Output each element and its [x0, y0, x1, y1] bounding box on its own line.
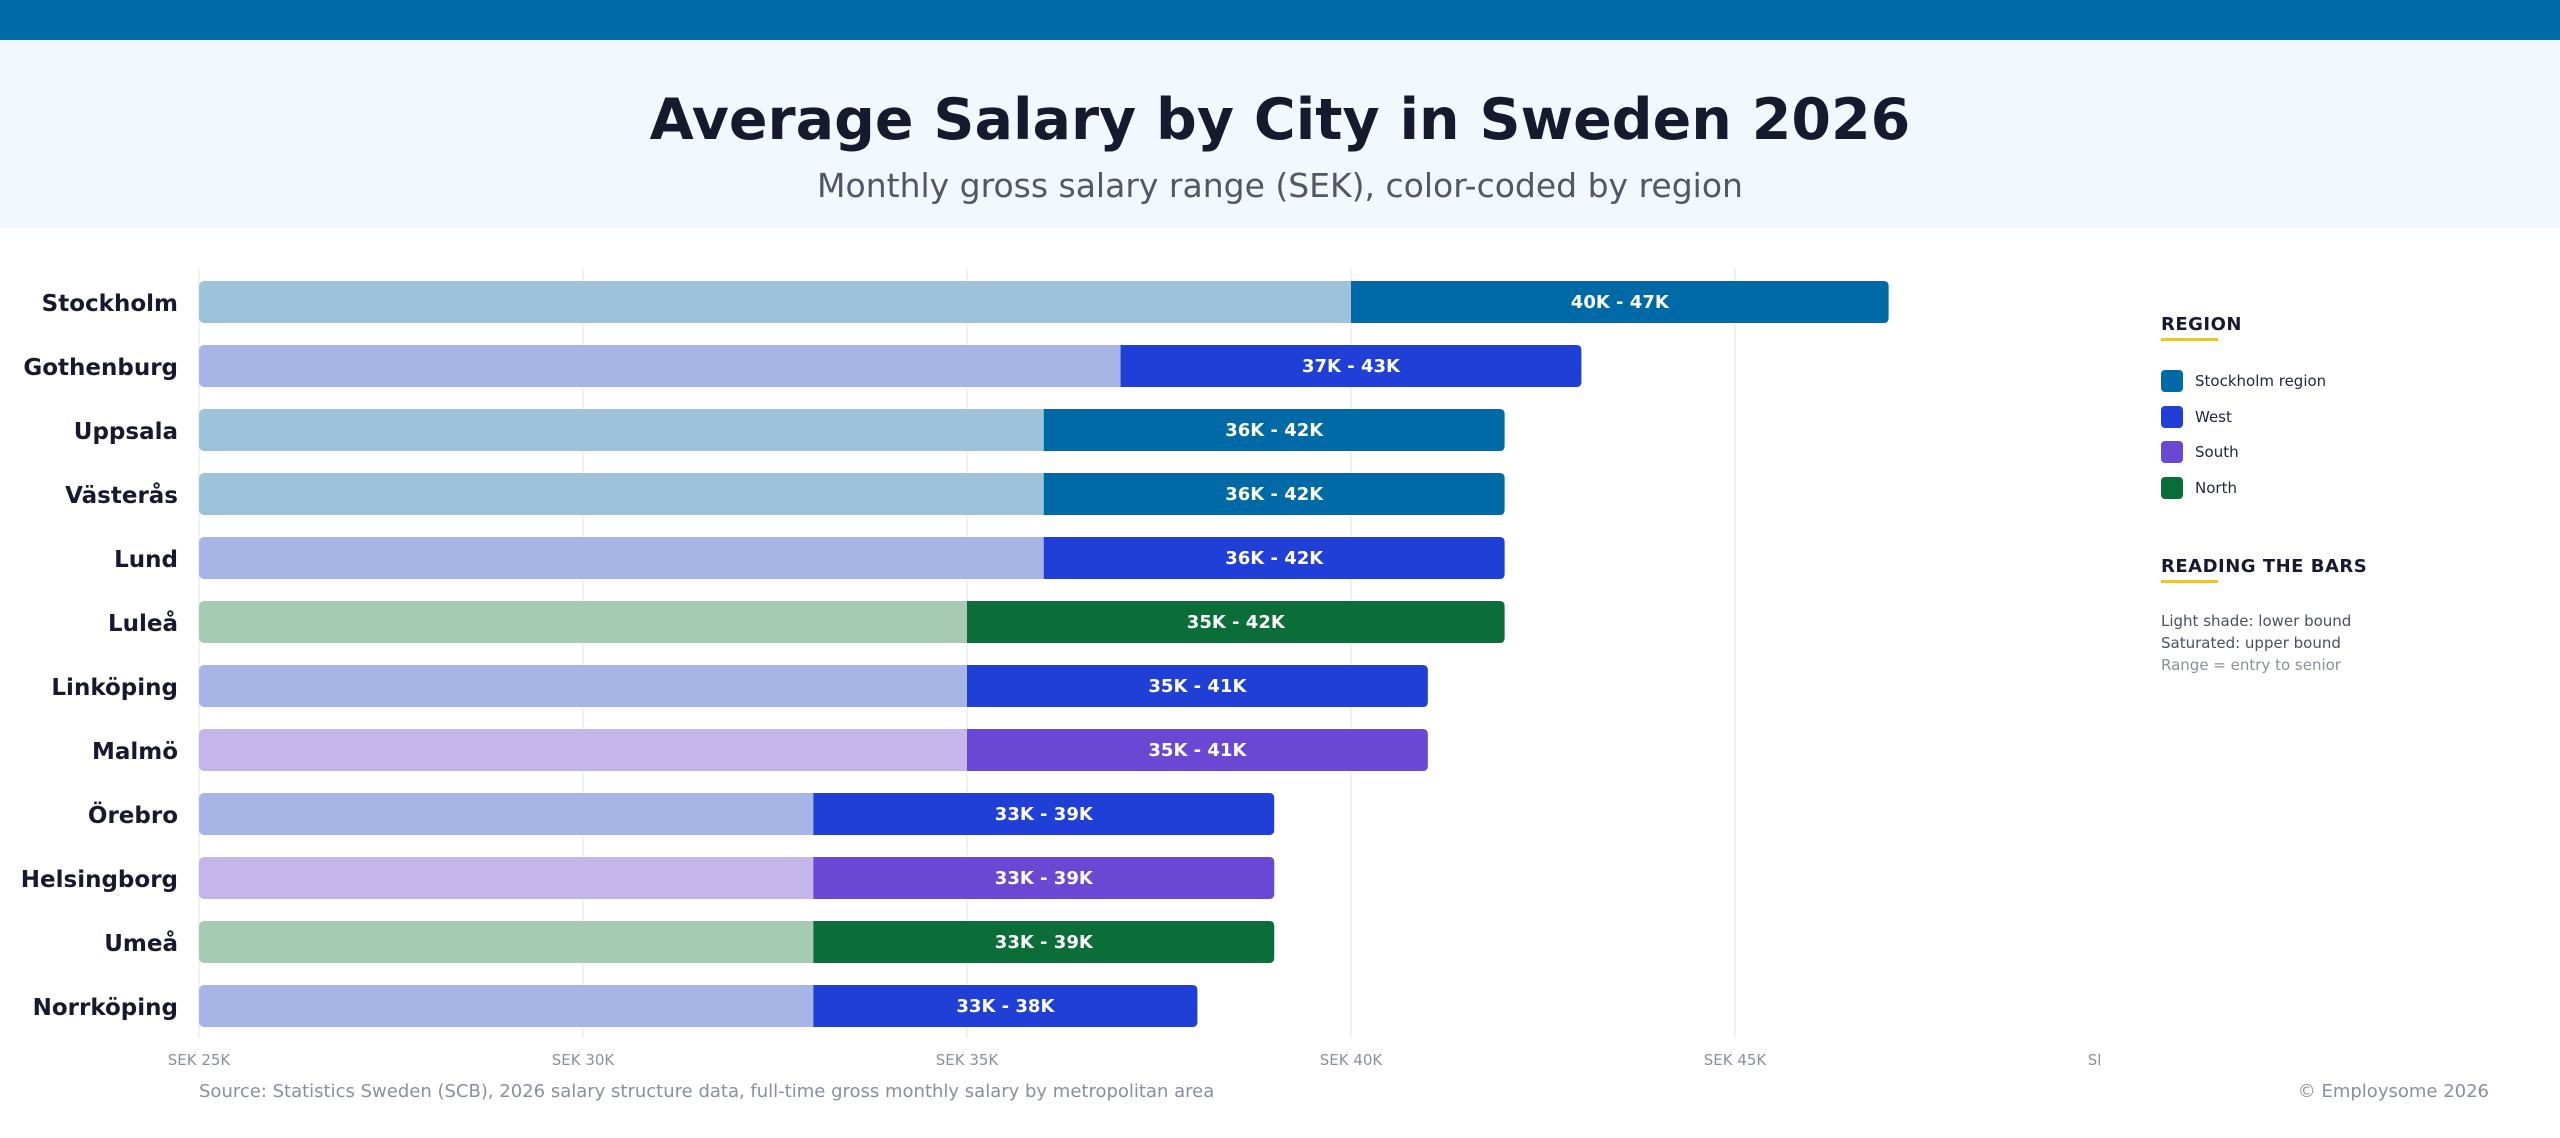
legend-label: North [2195, 479, 2237, 497]
legend-item-west: West [2161, 406, 2232, 428]
top-accent-bar [0, 0, 2560, 40]
legend-item-stockholm-region: Stockholm region [2161, 370, 2326, 392]
bar-upper-segment [813, 921, 1275, 963]
data-label: 35K - 41K [1148, 676, 1247, 697]
data-label: 36K - 42K [1225, 484, 1324, 505]
category-label: Luleå [108, 610, 178, 637]
reading-note-upper: Saturated: upper bound [2161, 634, 2341, 652]
legend-swatch [2161, 477, 2183, 499]
bar-upper-segment [813, 857, 1275, 899]
source-note: Source: Statistics Sweden (SCB), 2026 sa… [199, 1081, 1215, 1102]
bar-upper-segment [967, 601, 1505, 643]
data-label: 33K - 38K [956, 996, 1055, 1017]
category-label: Lund [114, 547, 178, 573]
category-label: Linköping [51, 675, 178, 701]
x-tick-label: SEK 30K [552, 1051, 616, 1069]
bar-upper-segment [813, 793, 1275, 835]
legend-swatch [2161, 441, 2183, 463]
x-tick-label: SEK 40K [1320, 1051, 1384, 1069]
bar-upper-segment [1120, 345, 1582, 387]
data-label: 36K - 42K [1225, 548, 1324, 569]
legend-item-north: North [2161, 477, 2237, 499]
x-tick-label: SEK 35K [936, 1051, 1000, 1069]
category-label: Örebro [88, 801, 178, 829]
x-tick-label: SEK 25K [168, 1051, 232, 1069]
data-label: 37K - 43K [1302, 356, 1401, 377]
data-label: 33K - 39K [995, 804, 1094, 825]
salary-range-chart: SEK 25K SEK 30K SEK 35K SEK 40K SEK 45K SEK 5… [21, 268, 2100, 1069]
reading-note-range: Range = entry to senior [2161, 656, 2341, 674]
bar-upper-segment [1043, 473, 1505, 515]
chart-title: Average Salary by City in Sweden 2026 [649, 87, 1911, 153]
bar-upper-segment [1043, 537, 1505, 579]
category-label: Norrköping [33, 995, 178, 1021]
legend-label: West [2195, 408, 2232, 426]
x-tick-label: SEK 50K [2088, 1051, 2100, 1069]
category-label: Gothenburg [23, 355, 178, 381]
category-label: Malmö [92, 739, 178, 765]
legend-swatch [2161, 370, 2183, 392]
category-label: Helsingborg [21, 867, 178, 893]
category-label: Stockholm [42, 291, 178, 317]
data-label: 36K - 42K [1225, 420, 1324, 441]
category-label: Västerås [65, 482, 178, 509]
legend-swatch [2161, 406, 2183, 428]
bar-upper-segment [967, 729, 1428, 771]
category-label: Umeå [104, 930, 178, 957]
legend-heading-underline [2161, 338, 2218, 341]
category-label: Uppsala [74, 419, 178, 445]
data-label: 35K - 41K [1148, 740, 1247, 761]
legend-heading-underline [2161, 580, 2218, 583]
data-label: 33K - 39K [995, 932, 1094, 953]
header-band [0, 40, 2560, 228]
legend-item-south: South [2161, 441, 2239, 463]
legend-label: Stockholm region [2195, 372, 2327, 390]
data-label: 35K - 42K [1187, 612, 1286, 633]
x-tick-label: SEK 45K [1704, 1051, 1768, 1069]
copyright: © Employsome 2026 [2297, 1081, 2489, 1102]
legend-label: South [2195, 443, 2239, 461]
data-label: 40K - 47K [1571, 292, 1670, 313]
bar-upper-segment [813, 985, 1198, 1027]
legend-reading-heading: READING THE BARS [2161, 556, 2368, 577]
data-label: 33K - 39K [995, 868, 1094, 889]
bar-upper-segment [1043, 409, 1505, 451]
bar-upper-segment [1351, 281, 1889, 323]
legend-region-heading: REGION [2161, 314, 2242, 335]
reading-note-lower: Light shade: lower bound [2161, 612, 2352, 630]
chart-subtitle: Monthly gross salary range (SEK), color-… [817, 166, 1743, 205]
bar-upper-segment [967, 665, 1428, 707]
